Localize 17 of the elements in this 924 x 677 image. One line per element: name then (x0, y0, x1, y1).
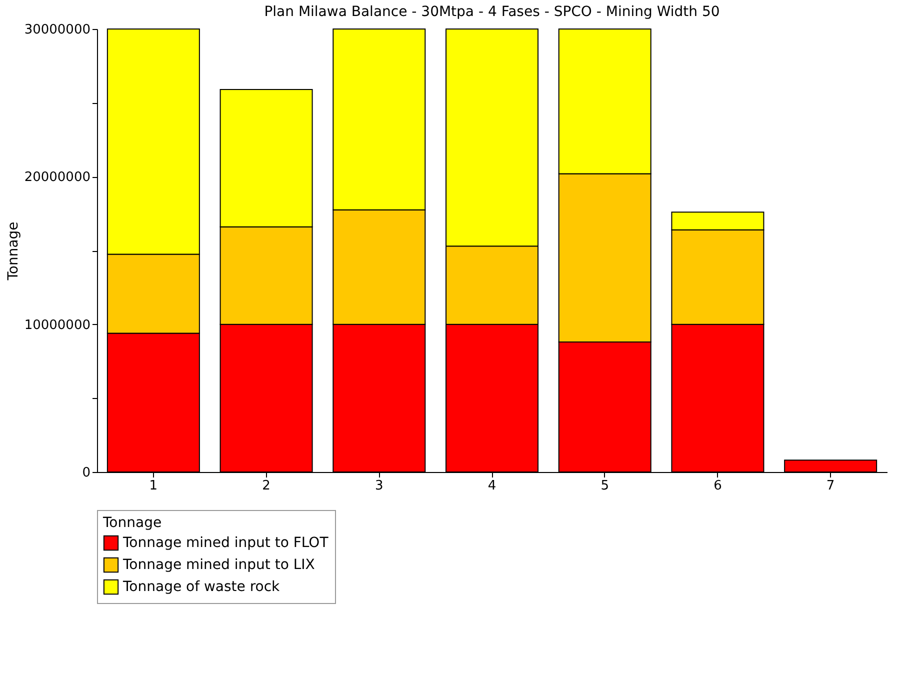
x-tick-label: 6 (714, 478, 722, 494)
legend-label: Tonnage mined input to FLOT (122, 535, 329, 551)
x-tick-label: 3 (375, 478, 384, 494)
chart-title: Plan Milawa Balance - 30Mtpa - 4 Fases - SPCO - Mining Width 50 (264, 4, 720, 20)
legend-title: Tonnage (102, 515, 162, 531)
x-tick-label: 4 (488, 478, 496, 494)
y-tick-label: 10000000 (24, 318, 90, 333)
legend-label: Tonnage of waste rock (122, 579, 281, 595)
x-tick-label: 1 (149, 478, 158, 494)
x-tick-label: 5 (600, 478, 609, 494)
y-tick-label: 20000000 (24, 170, 90, 186)
y-tick-label: 0 (82, 466, 90, 480)
x-tick-label: 2 (262, 478, 270, 494)
x-tick-label: 7 (826, 478, 835, 494)
y-axis-title: Tonnage (5, 222, 22, 282)
y-tick-label: 30000000 (24, 22, 90, 38)
legend-label: Tonnage mined input to LIX (122, 557, 316, 573)
